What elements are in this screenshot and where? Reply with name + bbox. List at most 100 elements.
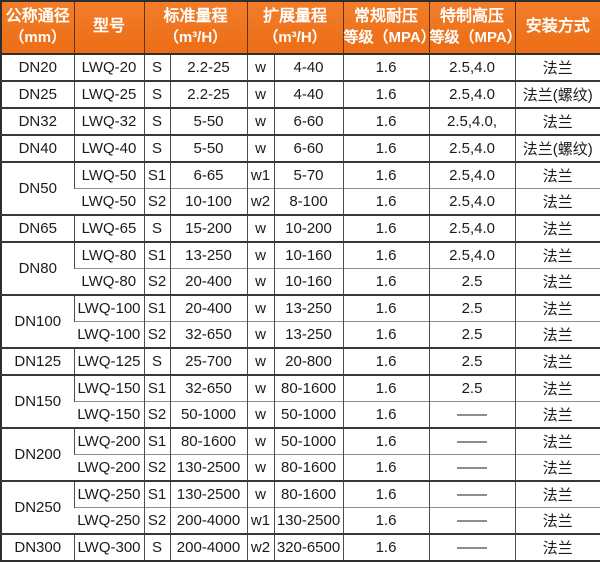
cell-pressure-regular: 1.6 [342, 480, 430, 508]
cell-model: LWQ-250 [74, 507, 144, 534]
cell-pressure-high: —— [428, 507, 516, 534]
cell-diameter: DN65 [1, 214, 74, 242]
cell-ext-code: w1 [246, 161, 275, 189]
cell-model: LWQ-65 [73, 214, 144, 242]
cell-installation: 法兰 [514, 161, 600, 189]
cell-pressure-regular: 1.6 [342, 241, 430, 269]
cell-standard-range: 5-50 [169, 107, 248, 135]
cell-pressure-high: 2.5 [428, 321, 516, 348]
cell-model: LWQ-25 [73, 80, 144, 108]
cell-model: LWQ-50 [73, 161, 144, 189]
cell-installation: 法兰 [514, 294, 600, 322]
cell-standard-range: 200-4000 [169, 507, 248, 534]
cell-model: LWQ-200 [74, 454, 144, 481]
cell-model: LWQ-32 [73, 107, 144, 135]
cell-extended-range: 10-160 [273, 268, 344, 295]
cell-model: LWQ-80 [73, 241, 144, 269]
cell-ext-code: w [246, 107, 275, 135]
cell-pressure-high: —— [428, 401, 516, 428]
cell-diameter: DN300 [1, 533, 74, 561]
cell-standard-range: 20-400 [169, 294, 248, 322]
header-line: 标准量程 [163, 8, 228, 26]
table-row: DN100 LWQ-100 S1 20-400 w 13-250 1.6 2.5 法兰 [1, 294, 600, 348]
cell-range-code: S1 [143, 480, 170, 508]
cell-standard-range: 130-2500 [169, 454, 248, 481]
cell-ext-code: w [246, 347, 275, 375]
header-regular-pressure: 常规耐压 等级（MPA） [342, 1, 436, 55]
cell-extended-range: 13-250 [273, 294, 344, 322]
table-row: LWQ-50 S2 10-100 w2 8-100 1.6 2.5,4.0 法兰 [1, 188, 600, 215]
cell-extended-range: 8-100 [273, 188, 344, 215]
cell-ext-code: w [246, 294, 275, 322]
cell-installation: 法兰 [514, 54, 600, 81]
cell-pressure-high: 2.5,4.0 [428, 54, 516, 81]
cell-pressure-high: 2.5 [428, 294, 516, 322]
header-line: 等级（MPA） [343, 29, 436, 47]
table-row: LWQ-100 S2 32-650 w 13-250 1.6 2.5 法兰 [1, 321, 600, 348]
cell-installation: 法兰(螺纹) [514, 80, 600, 108]
cell-model: LWQ-100 [73, 294, 144, 322]
cell-standard-range: 80-1600 [169, 427, 248, 455]
cell-ext-code: w2 [246, 188, 275, 215]
table-row: DN40 LWQ-40 S 5-50 w 6-60 1.6 2.5,4.0 法兰(螺纹) [1, 134, 600, 162]
header-installation: 安装方式 [514, 1, 600, 55]
cell-standard-range: 15-200 [169, 214, 248, 242]
cell-model: LWQ-40 [73, 134, 144, 162]
table-row: DN125 LWQ-125 S 25-700 w 20-800 1.6 2.5 法兰 [1, 347, 600, 375]
header-line: 等级（MPA） [429, 29, 522, 47]
cell-installation: 法兰 [514, 268, 600, 295]
cell-extended-range: 20-800 [273, 347, 344, 375]
cell-range-code: S2 [143, 268, 170, 295]
cell-pressure-regular: 1.6 [342, 427, 430, 455]
cell-range-code: S1 [143, 241, 170, 269]
cell-range-code: S [143, 347, 170, 375]
cell-ext-code: w [246, 54, 275, 81]
cell-pressure-high: —— [428, 480, 516, 508]
cell-pressure-regular: 1.6 [342, 268, 430, 295]
cell-diameter: DN50 [1, 161, 74, 215]
cell-pressure-high: 2.5,4.0 [428, 241, 516, 269]
cell-extended-range: 320-6500 [273, 533, 344, 561]
cell-pressure-high: 2.5 [428, 347, 516, 375]
cell-installation: 法兰 [514, 188, 600, 215]
cell-pressure-regular: 1.6 [342, 134, 430, 162]
cell-standard-range: 10-100 [169, 188, 248, 215]
cell-model: LWQ-200 [73, 427, 144, 455]
cell-pressure-regular: 1.6 [342, 347, 430, 375]
cell-pressure-high: 2.5 [428, 268, 516, 295]
header-nominal-diameter: 公称通径 （mm） [1, 1, 74, 55]
cell-standard-range: 13-250 [169, 241, 248, 269]
cell-extended-range: 6-60 [273, 134, 344, 162]
cell-extended-range: 80-1600 [273, 454, 344, 481]
table-row: LWQ-250 S2 200-4000 w1 130-2500 1.6 —— 法兰 [1, 507, 600, 534]
cell-extended-range: 130-2500 [273, 507, 344, 534]
cell-model: LWQ-300 [73, 533, 144, 561]
cell-range-code: S [143, 80, 170, 108]
cell-pressure-high: —— [428, 454, 516, 481]
cell-standard-range: 50-1000 [169, 401, 248, 428]
cell-standard-range: 32-650 [169, 374, 248, 402]
cell-range-code: S1 [143, 294, 170, 322]
cell-extended-range: 4-40 [273, 80, 344, 108]
cell-installation: 法兰 [514, 454, 600, 481]
cell-standard-range: 20-400 [169, 268, 248, 295]
cell-model: LWQ-80 [74, 268, 144, 295]
cell-pressure-regular: 1.6 [342, 507, 430, 534]
cell-diameter: DN100 [1, 294, 74, 348]
cell-installation: 法兰 [514, 321, 600, 348]
cell-ext-code: w [246, 268, 275, 295]
cell-standard-range: 32-650 [169, 321, 248, 348]
header-line: 扩展量程 [263, 8, 328, 26]
header-model: 型号 [73, 1, 144, 55]
cell-model: LWQ-20 [73, 54, 144, 81]
table-row: LWQ-200 S2 130-2500 w 80-1600 1.6 —— 法兰 [1, 454, 600, 481]
cell-diameter: DN40 [1, 134, 74, 162]
table-row: DN50 LWQ-50 S1 6-65 w1 5-70 1.6 2.5,4.0 法兰 [1, 161, 600, 215]
cell-pressure-high: 2.5,4.0 [428, 214, 516, 242]
cell-model: LWQ-100 [74, 321, 144, 348]
cell-range-code: S2 [143, 507, 170, 534]
cell-pressure-high: 2.5,4.0 [428, 161, 516, 189]
cell-installation: 法兰 [514, 374, 600, 402]
table-header: 公称通径 （mm） 型号 标准量程 （m³/H） 扩展量程 （m³/H） 常规耐… [1, 1, 600, 55]
